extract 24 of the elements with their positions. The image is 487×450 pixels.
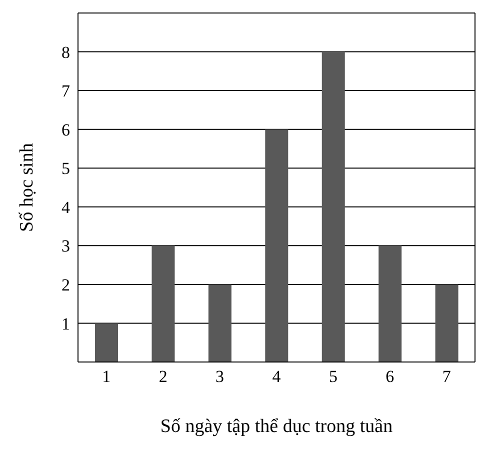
- x-tick-label: 4: [272, 367, 282, 386]
- y-tick-label: 3: [62, 236, 70, 256]
- bar: [322, 52, 345, 362]
- x-tick-label: 5: [328, 367, 338, 386]
- y-tick-label: 1: [62, 314, 70, 334]
- bar: [95, 323, 118, 362]
- y-tick-label: 4: [62, 198, 70, 217]
- y-tick-label: 2: [62, 275, 70, 294]
- bar: [152, 246, 175, 362]
- bar: [378, 246, 402, 362]
- y-axis-title: Số học sinh: [16, 142, 38, 232]
- bar: [265, 129, 288, 362]
- bar: [435, 284, 458, 362]
- y-tick-label: 7: [62, 82, 70, 101]
- bar: [208, 284, 232, 362]
- y-tick-label: 5: [62, 159, 70, 178]
- x-tick-label: 1: [102, 367, 111, 386]
- x-tick-label: 7: [442, 367, 452, 386]
- x-tick-label: 2: [158, 367, 168, 386]
- x-axis-title: Số ngày tập thể dục trong tuần: [160, 416, 394, 437]
- x-tick-label: 3: [216, 367, 224, 386]
- y-tick-label: 8: [62, 42, 70, 62]
- y-tick-label: 6: [62, 120, 70, 140]
- x-tick-label: 6: [386, 367, 394, 386]
